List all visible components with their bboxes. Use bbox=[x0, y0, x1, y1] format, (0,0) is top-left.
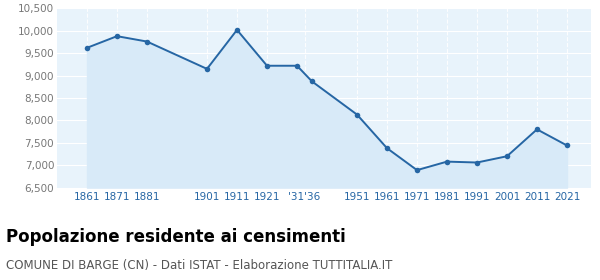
Point bbox=[562, 143, 572, 148]
Point bbox=[412, 168, 422, 172]
Text: COMUNE DI BARGE (CN) - Dati ISTAT - Elaborazione TUTTITALIA.IT: COMUNE DI BARGE (CN) - Dati ISTAT - Elab… bbox=[6, 259, 392, 272]
Point bbox=[82, 46, 92, 50]
Point bbox=[352, 112, 362, 117]
Point bbox=[112, 34, 122, 38]
Point bbox=[202, 67, 212, 71]
Point bbox=[442, 159, 452, 164]
Point bbox=[232, 28, 242, 32]
Point bbox=[502, 154, 512, 158]
Text: Popolazione residente ai censimenti: Popolazione residente ai censimenti bbox=[6, 228, 346, 246]
Point bbox=[472, 160, 482, 165]
Point bbox=[262, 64, 272, 68]
Point bbox=[382, 146, 392, 150]
Point bbox=[307, 79, 317, 84]
Point bbox=[142, 39, 152, 44]
Point bbox=[292, 64, 302, 68]
Point bbox=[532, 127, 542, 132]
